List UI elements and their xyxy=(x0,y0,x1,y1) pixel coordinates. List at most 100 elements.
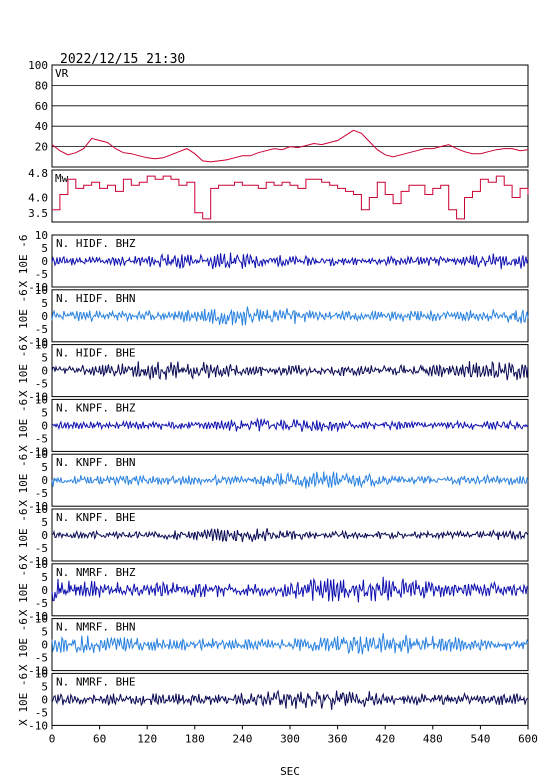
waveform-tick-label: 10 xyxy=(35,558,48,571)
x-axis: 0 60 120 180 240 300 360 420 480 540 600 xyxy=(49,725,538,745)
x-tick-label: 300 xyxy=(280,732,300,745)
waveform-tick-label: 5 xyxy=(41,626,48,639)
waveform-tick-label: 10 xyxy=(35,339,48,352)
waveform-station-label: N. HIDF. BHE xyxy=(56,347,135,360)
waveform-trace xyxy=(51,417,529,433)
waveform-frame xyxy=(51,398,529,452)
waveform-y-label: X 10E -6 xyxy=(17,618,30,671)
waveform-trace xyxy=(51,576,529,603)
waveform-y-label: X 10E -6 xyxy=(17,509,30,562)
x-tick-label: 240 xyxy=(232,732,252,745)
waveform-tick-label: -5 xyxy=(35,706,48,719)
waveform-tick-label: 5 xyxy=(41,680,48,693)
waveform-tick-label: 0 xyxy=(41,474,48,487)
waveform-tick-label: 0 xyxy=(41,693,48,706)
waveform-tick-label: -5 xyxy=(35,487,48,500)
vr-frame xyxy=(51,64,529,168)
waveform-tick-label: 10 xyxy=(35,613,48,626)
waveform-tick-label: 10 xyxy=(35,393,48,406)
mw-tick-label: 4.0 xyxy=(28,192,48,205)
x-tick-label: 120 xyxy=(137,732,157,745)
waveform-trace xyxy=(51,306,529,326)
waveform-trace xyxy=(51,633,529,655)
waveform-y-label: X 10E -6 xyxy=(17,235,30,288)
waveform-y-label: X 10E -6 xyxy=(17,563,30,616)
waveform-tick-label: -10 xyxy=(28,336,48,349)
vr-panel-label: VR xyxy=(55,67,69,80)
waveform-station-label: N. KNPF. BHN xyxy=(56,456,135,469)
waveform-station-label: N. KNPF. BHZ xyxy=(56,401,136,414)
vr-tick-label: 20 xyxy=(35,141,48,154)
waveform-tick-label: 10 xyxy=(35,284,48,297)
waveform-tick-label: 0 xyxy=(41,365,48,378)
waveform-tick-label: -10 xyxy=(28,391,48,404)
mw-tick-label: 4.8 xyxy=(28,167,48,180)
waveform-y-label: X 10E -6 xyxy=(17,289,30,342)
waveform-tick-label: 10 xyxy=(35,667,48,680)
waveform-tick-label: -10 xyxy=(28,610,48,623)
waveform-tick-label: 5 xyxy=(41,406,48,419)
x-tick-label: 420 xyxy=(375,732,395,745)
waveform-tick-label: -10 xyxy=(28,445,48,458)
waveform-trace xyxy=(51,471,529,489)
mw-tick-label: 3.5 xyxy=(28,207,48,220)
waveform-station-label: N. NMRF. BHE xyxy=(56,675,135,688)
waveform-station-label: N. NMRF. BHZ xyxy=(56,566,136,579)
waveform-tick-label: 0 xyxy=(41,529,48,542)
waveform-tick-label: -5 xyxy=(35,542,48,555)
waveform-tick-label: 5 xyxy=(41,297,48,310)
waveform-trace xyxy=(51,689,529,710)
vr-series-line xyxy=(51,129,529,163)
x-tick-label: 0 xyxy=(49,732,56,745)
waveform-tick-label: -10 xyxy=(28,719,48,732)
x-tick-label: 540 xyxy=(470,732,490,745)
mw-frame xyxy=(51,169,529,223)
waveform-tick-label: -10 xyxy=(28,281,48,294)
waveform-trace xyxy=(51,360,529,381)
waveform-tick-label: -5 xyxy=(35,323,48,336)
waveform-trace xyxy=(51,252,529,270)
waveform-station-label: N. HIDF. BHN xyxy=(56,292,135,305)
waveform-tick-label: 5 xyxy=(41,242,48,255)
waveform-tick-label: -5 xyxy=(35,268,48,281)
waveform-y-label: X 10E -6 xyxy=(17,399,30,452)
x-tick-label: 180 xyxy=(185,732,205,745)
waveform-y-label: X 10E -6 xyxy=(17,673,30,726)
waveform-tick-label: 0 xyxy=(41,310,48,323)
vr-tick-label: 80 xyxy=(35,79,48,92)
waveform-tick-label: 0 xyxy=(41,584,48,597)
vr-tick-label: 40 xyxy=(35,120,48,133)
waveform-station-label: N. KNPF. BHE xyxy=(56,511,135,524)
mw-panel-label: Mw xyxy=(55,172,69,185)
waveform-tick-label: -5 xyxy=(35,378,48,391)
x-tick-label: 600 xyxy=(518,732,538,745)
chart-title: 2022/12/15 21:30 xyxy=(60,52,185,67)
mw-series-line xyxy=(52,175,529,220)
waveform-tick-label: -5 xyxy=(35,597,48,610)
waveform-station-label: N. HIDF. BHZ xyxy=(56,237,136,250)
waveform-tick-label: 0 xyxy=(41,639,48,652)
x-tick-label: 480 xyxy=(423,732,443,745)
x-axis-label: SEC xyxy=(280,765,300,778)
waveform-frame xyxy=(51,563,529,617)
waveform-tick-label: 0 xyxy=(41,419,48,432)
waveform-tick-label: -10 xyxy=(28,555,48,568)
waveform-y-label: X 10E -6 xyxy=(17,344,30,397)
waveform-tick-label: 5 xyxy=(41,571,48,584)
x-tick-label: 360 xyxy=(328,732,348,745)
vr-tick-label: 100 xyxy=(28,59,48,72)
waveform-tick-label: 10 xyxy=(35,229,48,242)
vr-tick-label: 60 xyxy=(35,100,48,113)
waveform-tick-label: -5 xyxy=(35,432,48,445)
x-tick-label: 60 xyxy=(93,732,106,745)
